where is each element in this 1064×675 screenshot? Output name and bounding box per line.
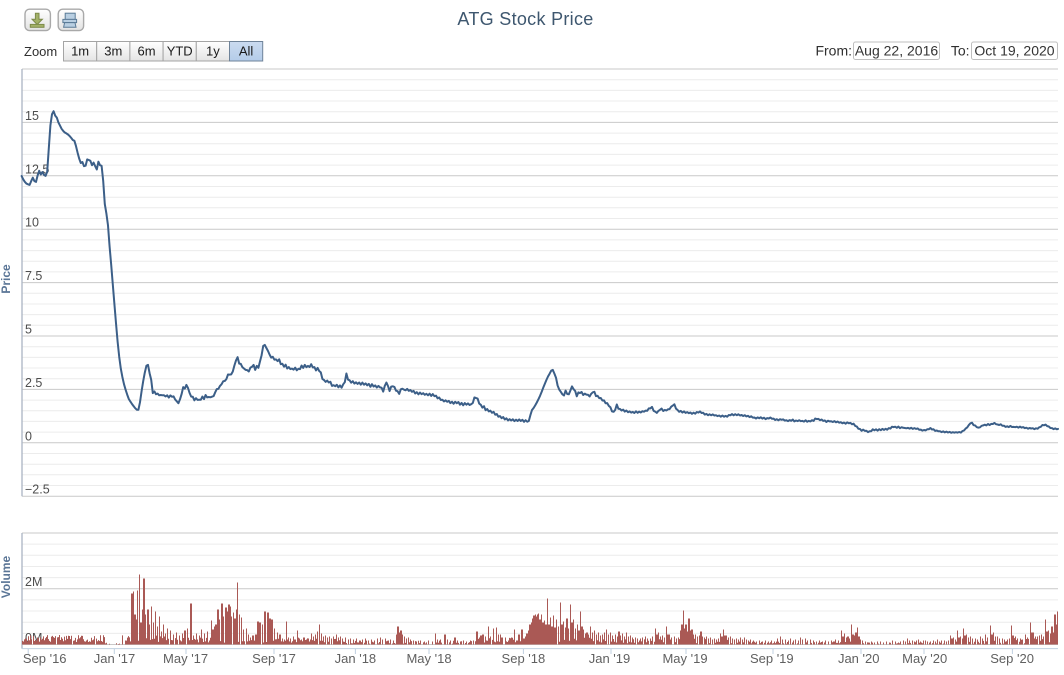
svg-text:To:: To: [951, 43, 970, 59]
svg-text:Zoom: Zoom [24, 44, 57, 59]
svg-text:Sep '20: Sep '20 [990, 651, 1034, 666]
svg-text:2M: 2M [25, 575, 42, 589]
svg-text:10: 10 [25, 216, 39, 230]
svg-text:Sep '17: Sep '17 [252, 651, 296, 666]
svg-text:3m: 3m [104, 44, 122, 59]
svg-text:Sep '16: Sep '16 [23, 651, 67, 666]
svg-text:Oct 19, 2020: Oct 19, 2020 [974, 43, 1054, 59]
svg-text:May '20: May '20 [902, 651, 947, 666]
svg-text:May '17: May '17 [163, 651, 208, 666]
svg-text:Jan '20: Jan '20 [838, 651, 880, 666]
svg-text:7.5: 7.5 [25, 269, 42, 283]
svg-text:6m: 6m [137, 44, 155, 59]
svg-text:Price: Price [0, 264, 13, 294]
svg-text:Jan '18: Jan '18 [335, 651, 377, 666]
svg-text:1y: 1y [206, 44, 220, 59]
svg-text:ATG Stock Price: ATG Stock Price [457, 9, 593, 29]
svg-text:May '19: May '19 [662, 651, 707, 666]
svg-text:All: All [239, 44, 254, 59]
svg-text:0: 0 [25, 429, 32, 443]
svg-text:YTD: YTD [167, 44, 193, 59]
svg-text:Sep '19: Sep '19 [750, 651, 794, 666]
svg-text:Jan '17: Jan '17 [94, 651, 136, 666]
svg-text:2.5: 2.5 [25, 376, 42, 390]
svg-text:Jan '19: Jan '19 [589, 651, 631, 666]
svg-text:Sep '18: Sep '18 [502, 651, 546, 666]
svg-text:From:: From: [815, 43, 852, 59]
svg-text:−2.5: −2.5 [25, 483, 50, 497]
svg-text:15: 15 [25, 109, 39, 123]
svg-text:5: 5 [25, 323, 32, 337]
svg-text:May '18: May '18 [406, 651, 451, 666]
svg-text:Aug 22, 2016: Aug 22, 2016 [855, 43, 939, 59]
svg-text:Volume: Volume [0, 555, 13, 598]
svg-text:1m: 1m [71, 44, 89, 59]
